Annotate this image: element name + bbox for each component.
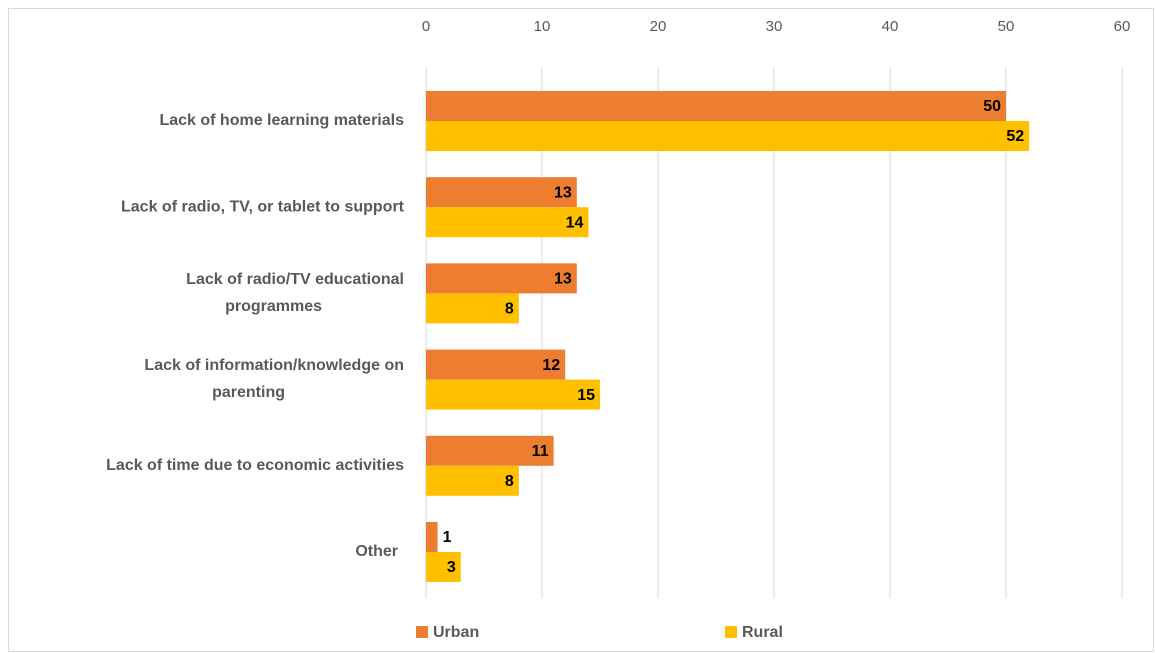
bar-urban-lack-of-radio-tv-or-tablet-to-support	[426, 177, 577, 208]
category-label-lack-of-radio-tv-or-tablet-to-support: Lack of radio, TV, or tablet to support	[121, 198, 405, 215]
x-tick-label: 30	[766, 18, 783, 35]
data-label-rural: 52	[1006, 128, 1024, 145]
bar-urban-other	[426, 522, 438, 552]
category-label-lack-of-information-knowledge-on-parenting: Lack of information/knowledge on parentin…	[144, 357, 404, 401]
x-tick-label: 40	[882, 18, 899, 35]
data-label-rural: 8	[505, 301, 514, 318]
x-tick-label: 0	[422, 18, 430, 35]
bar-rural-lack-of-home-learning-materials	[426, 121, 1030, 151]
data-label-urban: 13	[554, 184, 572, 201]
bar-urban-lack-of-time-due-to-economic-activities	[426, 435, 554, 466]
data-label-urban: 50	[983, 98, 1001, 115]
data-label-rural: 3	[447, 559, 456, 576]
legend-swatch-urban	[416, 626, 428, 638]
data-label-urban: 1	[443, 529, 452, 546]
bar-urban-lack-of-information-knowledge-on-parenting	[426, 349, 566, 380]
bar-rural-lack-of-time-due-to-economic-activities	[426, 465, 519, 496]
data-label-urban: 12	[542, 357, 560, 374]
data-label-rural: 15	[577, 387, 595, 404]
legend-label-rural: Rural	[742, 624, 783, 641]
category-label-lack-of-home-learning-materials: Lack of home learning materials	[159, 112, 404, 129]
bar-urban-lack-of-radio-tv-educational-programmes	[426, 263, 577, 294]
bar-rural-lack-of-radio-tv-educational-programmes	[426, 293, 519, 324]
legend: Urban Rural	[416, 624, 783, 641]
category-labels: Lack of home learning materials Lack of r…	[106, 112, 405, 560]
bar-urban-lack-of-home-learning-materials	[426, 91, 1006, 121]
x-axis-ticks: 0 10 20 30 40 50 60	[422, 18, 1131, 35]
bar-rural-lack-of-information-knowledge-on-parenting	[426, 379, 600, 410]
data-label-urban: 13	[554, 271, 572, 288]
category-label-lack-of-radio-tv-educational-programmes: Lack of radio/TV educational programmes	[186, 271, 404, 315]
category-label-other: Other	[355, 543, 398, 560]
bar-rural-other	[426, 552, 461, 582]
data-label-rural: 14	[566, 214, 584, 231]
gridlines	[425, 67, 1123, 598]
bar-rural-lack-of-radio-tv-or-tablet-to-support	[426, 207, 589, 238]
bars	[426, 91, 1030, 582]
x-tick-label: 50	[998, 18, 1015, 35]
data-label-urban: 11	[532, 443, 549, 460]
x-tick-label: 10	[534, 18, 551, 35]
data-label-rural: 8	[505, 473, 514, 490]
category-label-lack-of-time-due-to-economic-activities: Lack of time due to economic activities	[106, 457, 404, 474]
legend-swatch-rural	[725, 626, 737, 638]
x-tick-label: 60	[1114, 18, 1131, 35]
legend-label-urban: Urban	[433, 624, 479, 641]
x-tick-label: 20	[650, 18, 667, 35]
